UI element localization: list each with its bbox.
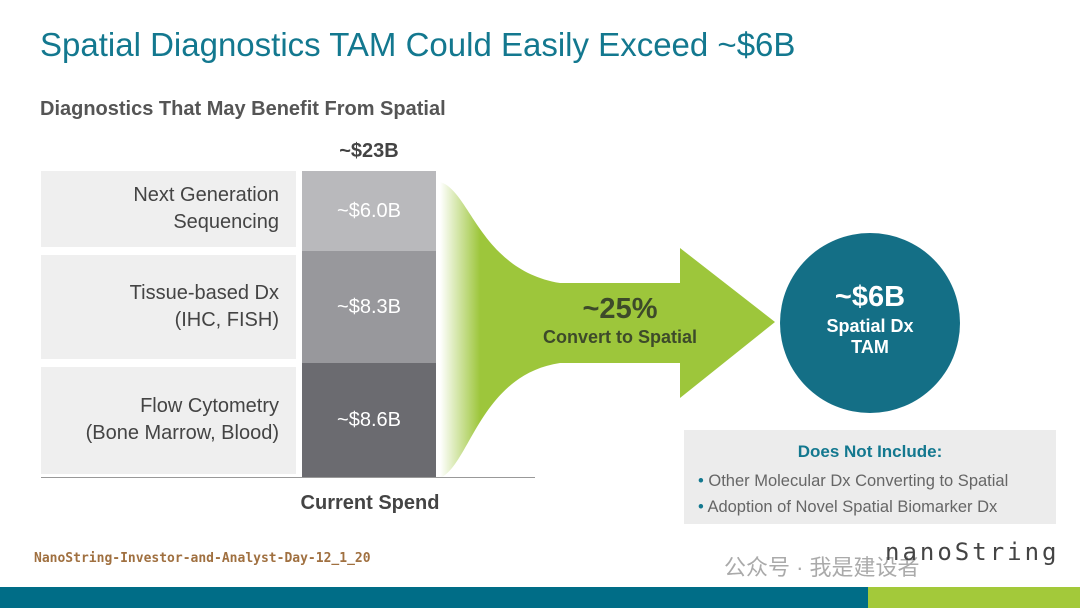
- conversion-percent: ~25%: [582, 293, 658, 325]
- bar-segment: ~$6.0B: [302, 171, 436, 252]
- exclusion-text: Other Molecular Dx Converting to Spatial: [708, 472, 1009, 490]
- tam-line2: TAM: [851, 337, 889, 357]
- x-axis-label: Current Spend: [300, 492, 440, 514]
- tam-line1: Spatial Dx: [826, 316, 914, 336]
- footer-bar-green: [868, 587, 1080, 608]
- category-label-line: Sequencing: [173, 211, 279, 234]
- bar-value-label: ~$8.6B: [337, 408, 401, 431]
- category-label-line: Flow Cytometry: [140, 395, 279, 418]
- watermark: 公众号 · 我是建设者: [724, 555, 920, 580]
- conversion-text: Convert to Spatial: [542, 327, 698, 347]
- category-label: Flow Cytometry (Bone Marrow, Blood): [41, 366, 296, 474]
- tam-circle: ~$6B Spatial Dx TAM: [780, 233, 960, 413]
- bar-value-label: ~$8.3B: [337, 295, 401, 318]
- footer-source: NanoString-Investor-and-Analyst-Day-12_1…: [34, 551, 371, 566]
- exclusions-box: Does Not Include: • Other Molecular Dx C…: [684, 430, 1056, 524]
- category-label: Tissue-based Dx (IHC, FISH): [41, 255, 296, 359]
- bar-value-label: ~$6.0B: [337, 199, 401, 222]
- exclusion-item: • Other Molecular Dx Converting to Spati…: [698, 472, 1009, 490]
- arrow-shape: [440, 182, 775, 478]
- baseline: [41, 477, 535, 478]
- slide-title: Spatial Diagnostics TAM Could Easily Exc…: [40, 26, 796, 63]
- exclusion-text: Adoption of Novel Spatial Biomarker Dx: [707, 498, 998, 516]
- footer-bar-teal: [0, 587, 868, 608]
- exclusion-item: • Adoption of Novel Spatial Biomarker Dx: [698, 498, 998, 516]
- slide-subtitle: Diagnostics That May Benefit From Spatia…: [40, 98, 446, 120]
- exclusions-heading: Does Not Include:: [797, 442, 943, 461]
- category-label-line: (Bone Marrow, Blood): [85, 422, 279, 445]
- category-label-line: Tissue-based Dx: [129, 282, 279, 305]
- chart-total: ~$23B: [339, 140, 399, 162]
- category-label-line: Next Generation: [133, 184, 279, 207]
- bar-segment: ~$8.3B: [302, 251, 436, 363]
- category-label-line: (IHC, FISH): [174, 309, 279, 332]
- nanostring-logo: nanoString: [885, 538, 1060, 566]
- bar-segment: ~$8.6B: [302, 362, 436, 478]
- category-label: Next Generation Sequencing: [41, 171, 296, 248]
- tam-value: ~$6B: [834, 281, 906, 313]
